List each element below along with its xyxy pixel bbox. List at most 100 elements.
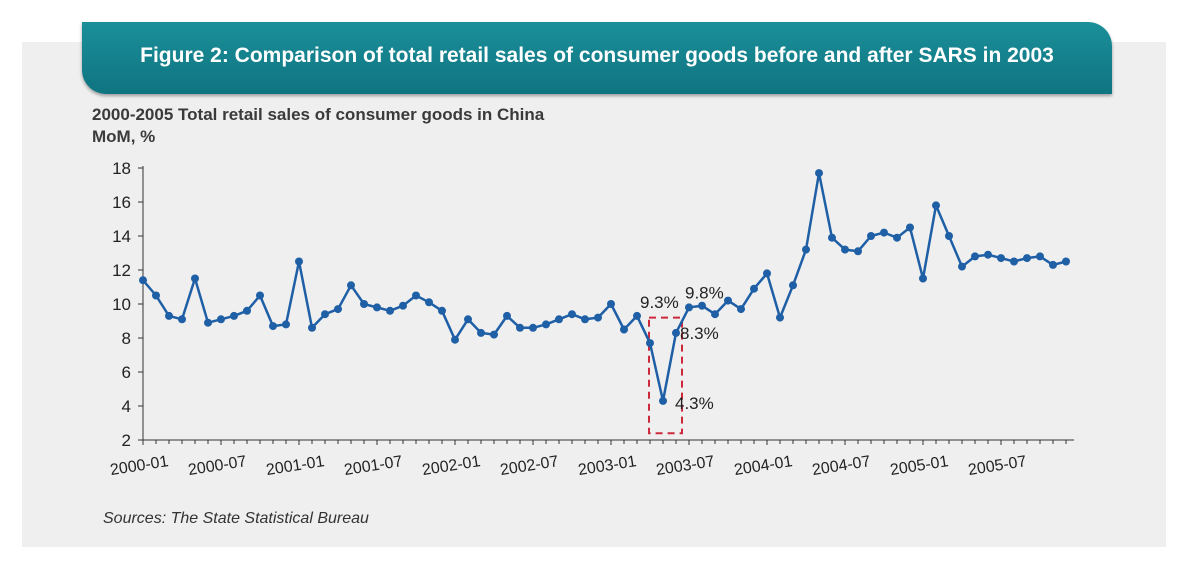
data-point xyxy=(971,252,979,261)
data-point xyxy=(282,320,290,329)
y-tick-label: 2 xyxy=(122,431,131,450)
data-point xyxy=(425,298,433,307)
data-point xyxy=(451,335,459,344)
data-label: 9.8% xyxy=(685,283,724,302)
y-tick-label: 12 xyxy=(112,261,131,280)
data-point xyxy=(646,339,654,348)
data-point xyxy=(256,291,264,300)
data-point xyxy=(659,396,667,405)
data-point xyxy=(308,323,316,332)
series-group xyxy=(139,169,1070,405)
data-point xyxy=(217,315,225,324)
data-point xyxy=(594,313,602,322)
data-point xyxy=(724,296,732,305)
x-tick-label: 2000-07 xyxy=(187,453,248,479)
x-tick-label: 2002-01 xyxy=(421,453,482,479)
data-point xyxy=(490,330,498,339)
data-point xyxy=(152,291,160,300)
data-point xyxy=(841,245,849,254)
data-point xyxy=(828,233,836,242)
y-tick-label: 8 xyxy=(122,329,131,348)
data-point xyxy=(165,311,173,320)
y-tick-label: 14 xyxy=(112,227,131,246)
data-point xyxy=(802,245,810,254)
data-point xyxy=(763,269,771,278)
data-point xyxy=(438,306,446,315)
data-point xyxy=(529,323,537,332)
data-point xyxy=(867,232,875,240)
data-point xyxy=(607,300,615,308)
data-point xyxy=(568,310,576,319)
y-tick-label: 16 xyxy=(112,193,131,212)
data-point xyxy=(997,254,1005,263)
data-point xyxy=(399,301,407,310)
data-point xyxy=(191,274,199,283)
data-point xyxy=(477,328,485,337)
data-label: 8.3% xyxy=(680,324,719,343)
data-point xyxy=(945,232,953,240)
x-tick-label: 2003-01 xyxy=(577,453,638,479)
data-point xyxy=(1023,254,1031,263)
data-point xyxy=(1010,257,1018,266)
x-tick-label: 2005-01 xyxy=(889,453,950,479)
x-tick-label: 2003-07 xyxy=(655,453,716,479)
data-point xyxy=(334,305,342,314)
data-point xyxy=(1049,260,1057,269)
data-point xyxy=(750,284,758,293)
data-label: 4.3% xyxy=(675,394,714,413)
y-tick-label: 4 xyxy=(122,397,131,416)
data-point xyxy=(204,318,212,327)
data-point xyxy=(178,315,186,324)
y-axis-label: MoM, % xyxy=(92,127,156,146)
data-point xyxy=(672,328,680,337)
data-point xyxy=(516,323,524,332)
data-point xyxy=(906,223,914,232)
data-point xyxy=(711,310,719,319)
data-point xyxy=(269,322,277,331)
data-point xyxy=(295,257,303,266)
banner-title: Figure 2: Comparison of total retail sal… xyxy=(140,44,1054,67)
data-point xyxy=(373,303,381,312)
x-tick-label: 2004-07 xyxy=(811,453,872,479)
x-tick-label: 2000-01 xyxy=(109,453,170,479)
data-point xyxy=(360,300,368,308)
data-point xyxy=(737,305,745,314)
data-point xyxy=(542,320,550,329)
data-point xyxy=(698,301,706,310)
source-note: Sources: The State Statistical Bureau xyxy=(103,510,369,527)
figure-panel xyxy=(22,42,1166,547)
data-point xyxy=(633,311,641,320)
data-point xyxy=(243,306,251,315)
annotation-group: 9.3% 9.8% 8.3% 4.3% xyxy=(640,283,724,413)
y-tick-label: 18 xyxy=(112,159,131,178)
x-tick-label: 2004-01 xyxy=(733,453,794,479)
x-tick-label: 2001-07 xyxy=(343,453,404,479)
x-tick-label: 2005-07 xyxy=(967,453,1028,479)
x-tick-label: 2002-07 xyxy=(499,453,560,479)
highlight-box-group xyxy=(648,316,683,435)
data-point xyxy=(958,262,966,271)
highlight-box xyxy=(648,316,683,435)
data-point xyxy=(776,313,784,322)
data-point xyxy=(620,325,628,334)
data-point xyxy=(581,315,589,324)
data-point xyxy=(503,311,511,320)
data-point xyxy=(815,169,823,178)
figure-banner: Figure 2: Comparison of total retail sal… xyxy=(82,22,1112,94)
data-point xyxy=(230,311,238,320)
y-tick-label: 10 xyxy=(112,295,131,314)
data-point xyxy=(139,276,147,285)
data-point xyxy=(555,315,563,324)
data-point xyxy=(984,250,992,259)
data-point xyxy=(464,315,472,324)
data-point xyxy=(412,291,420,300)
data-point xyxy=(880,228,888,237)
data-point xyxy=(1062,257,1070,266)
series-line xyxy=(142,171,1067,403)
data-point xyxy=(932,201,940,210)
data-point xyxy=(347,281,355,290)
data-point xyxy=(919,274,927,283)
data-point xyxy=(789,281,797,290)
y-tick-label: 6 xyxy=(122,363,131,382)
